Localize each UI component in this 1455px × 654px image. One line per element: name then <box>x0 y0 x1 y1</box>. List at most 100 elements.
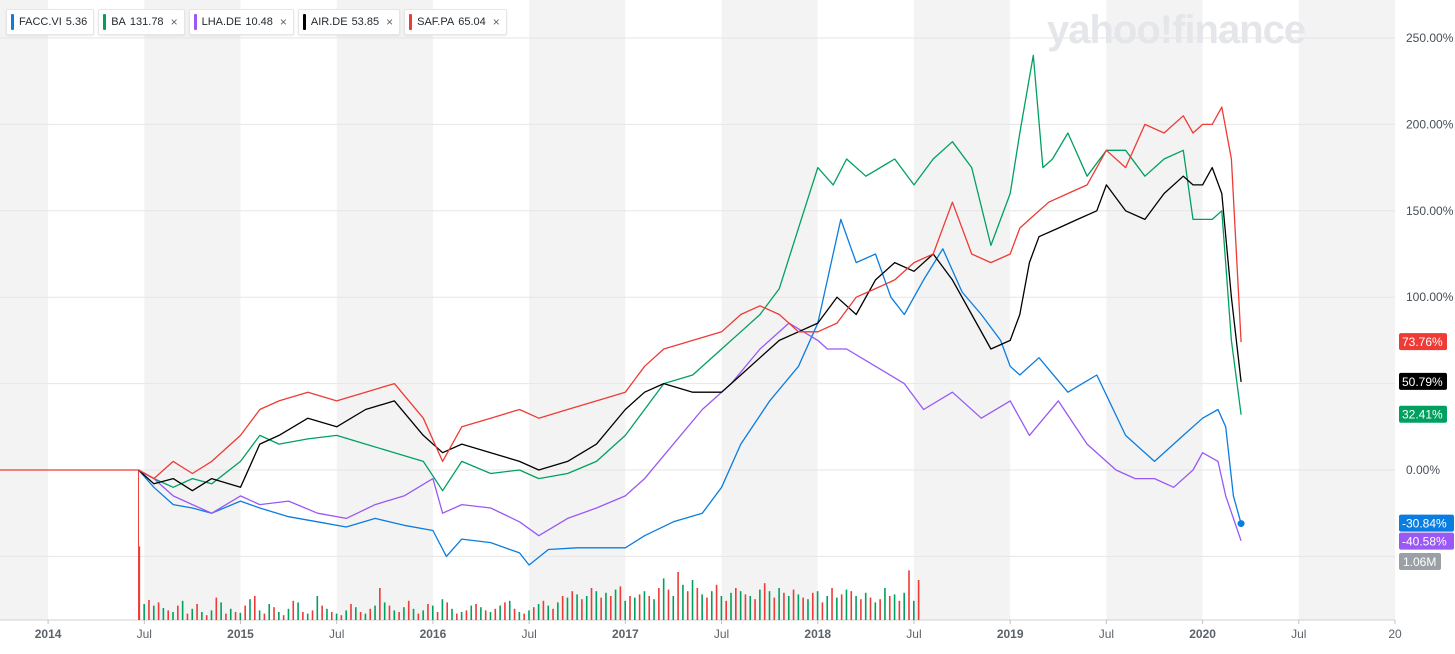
x-tick-label: 2018 <box>804 627 831 641</box>
volume-bar <box>258 610 261 620</box>
volume-bar <box>441 599 444 620</box>
volume-bar <box>648 596 651 620</box>
volume-bar <box>566 597 569 620</box>
volume-bar <box>609 596 612 620</box>
volume-bar <box>398 612 400 620</box>
volume-bar <box>494 608 497 620</box>
volume-bar <box>499 605 501 620</box>
yahoo-finance-watermark: yahoo!finance <box>1047 8 1306 52</box>
background-band <box>336 0 433 620</box>
series-end-labels: 73.76% 50.79% 32.41% -30.84% -40.58% 1.06M <box>1399 333 1454 570</box>
volume-bar <box>898 600 901 620</box>
volume-bar <box>484 610 487 620</box>
volume-bar <box>518 612 521 620</box>
volume-bar <box>821 602 824 620</box>
volume-bar <box>297 602 299 620</box>
volume-bar <box>431 605 434 620</box>
volume-bar <box>653 599 655 620</box>
volume-bar <box>816 591 819 620</box>
volume-bar <box>311 610 314 620</box>
volume-bar <box>542 600 545 620</box>
volume-bar <box>561 596 564 620</box>
end-label-box <box>1399 532 1454 550</box>
volume-bar <box>802 597 804 620</box>
volume-bar <box>393 610 396 620</box>
volume-bar <box>571 591 574 620</box>
volume-bar <box>335 613 338 620</box>
volume-bar <box>836 597 838 620</box>
volume-bar <box>585 596 588 620</box>
volume-bar <box>364 613 367 620</box>
end-label-box <box>1399 372 1447 390</box>
volume-bar <box>480 607 482 620</box>
background-band <box>529 0 626 620</box>
legend-chip-ba[interactable]: BA 131.78 × <box>98 9 185 35</box>
x-tick-label: Jul <box>1291 627 1306 641</box>
volume-bar <box>388 605 391 620</box>
volume-bar <box>210 610 213 620</box>
legend-swatch <box>409 14 413 30</box>
legend-chip-air-de[interactable]: AIR.DE 53.85 × <box>297 9 401 35</box>
volume-bar <box>456 613 458 620</box>
y-tick-label: 0.00% <box>1406 463 1440 477</box>
series-lines <box>0 54 1245 620</box>
volume-bar <box>489 612 492 620</box>
background-band <box>0 0 49 620</box>
volume-bar <box>302 612 304 620</box>
end-label-box <box>1399 333 1447 351</box>
volume-bar <box>725 600 727 620</box>
volume-bar <box>778 588 780 620</box>
volume-bar <box>638 594 641 620</box>
volume-bar <box>749 596 752 620</box>
volume-bar <box>528 610 530 620</box>
remove-symbol-icon[interactable]: × <box>279 15 287 29</box>
volume-bar <box>667 589 670 620</box>
volume-bar <box>831 588 833 620</box>
volume-bar <box>340 615 343 620</box>
volume-bar <box>811 592 814 620</box>
x-tick-label: Jul <box>714 627 729 641</box>
volume-bar <box>855 596 857 620</box>
volume-bar <box>316 596 319 620</box>
volume-bar <box>417 613 420 620</box>
volume-bar <box>710 591 713 620</box>
volume-bar <box>706 597 708 620</box>
volume-bar <box>152 605 155 620</box>
background-band <box>144 0 241 620</box>
volume-bar <box>715 584 718 620</box>
legend-swatch <box>103 14 107 30</box>
legend-chip-lha-de[interactable]: LHA.DE 10.48 × <box>188 9 294 35</box>
volume-bar <box>917 580 920 620</box>
volume-bar <box>874 602 877 620</box>
legend-chip-saf-pa[interactable]: SAF.PA 65.04 × <box>404 9 507 35</box>
y-tick-label: 150.00% <box>1406 204 1454 218</box>
volume-bar <box>436 612 439 620</box>
volume-bar <box>191 608 194 620</box>
background-band <box>432 0 530 620</box>
volume-bar <box>422 610 424 620</box>
volume-bar <box>172 612 174 620</box>
volume-bar <box>557 602 559 620</box>
legend-chip-facc-vi[interactable]: FACC.VI 5.36 <box>6 9 95 35</box>
volume-bar <box>249 599 251 620</box>
background-band <box>817 0 914 620</box>
remove-symbol-icon[interactable]: × <box>492 15 500 29</box>
x-tick-label: 2014 <box>35 627 62 641</box>
volume-bar <box>552 608 554 620</box>
volume-bar <box>244 605 246 620</box>
legend-swatch <box>302 14 306 30</box>
volume-bars <box>138 546 920 620</box>
legend-symbol: SAF.PA <box>417 16 455 28</box>
volume-bar <box>701 594 703 620</box>
end-label-text: 32.41% <box>1402 408 1443 422</box>
volume-bar <box>643 591 646 620</box>
remove-symbol-icon[interactable]: × <box>386 15 394 29</box>
background-band <box>1298 0 1395 620</box>
volume-bar <box>330 612 333 620</box>
volume-bar <box>181 600 184 620</box>
volume-bar <box>903 592 905 620</box>
x-tick-label: Jul <box>1099 627 1114 641</box>
remove-symbol-icon[interactable]: × <box>170 15 178 29</box>
volume-bar <box>797 594 800 620</box>
